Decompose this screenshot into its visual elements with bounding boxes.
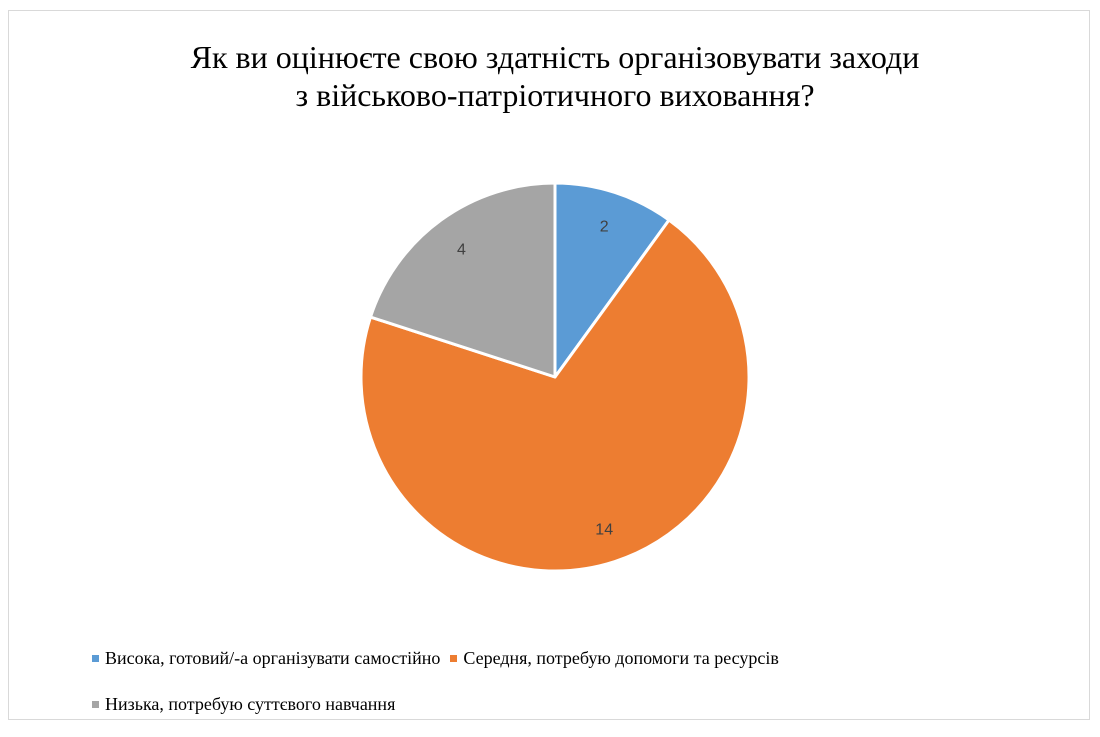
legend-row: Висока, готовий/-а організувати самостій… <box>92 645 1052 671</box>
legend-item-high: Висока, готовий/-а організувати самостій… <box>92 648 440 669</box>
legend-swatch-low <box>92 700 99 708</box>
chart-title: Як ви оцінюєте свою здатність організову… <box>0 38 1100 115</box>
legend-item-medium: Середня, потребую допомоги та ресурсів <box>450 648 779 669</box>
legend-row: Низька, потребую суттєвого навчання <box>92 691 1052 717</box>
data-label-low: 4 <box>457 241 466 258</box>
data-label-high: 2 <box>600 219 609 236</box>
legend-label-medium: Середня, потребую допомоги та ресурсів <box>463 647 779 668</box>
pie-slice-high <box>553 181 671 379</box>
legend-swatch-high <box>92 654 99 662</box>
chart-title-line-2: з військово-патріотичного виховання? <box>295 77 815 114</box>
legend-label-low: Низька, потребую суттєвого навчання <box>105 693 396 714</box>
pie-slice-medium <box>359 218 751 573</box>
legend-item-low: Низька, потребую суттєвого навчання <box>92 694 395 715</box>
data-label-medium: 14 <box>595 521 613 538</box>
legend-label-high: Висока, готовий/-а організувати самостій… <box>105 647 441 668</box>
legend-swatch-medium <box>450 654 458 662</box>
chart-legend: Висока, готовий/-а організувати самостій… <box>92 645 1052 737</box>
pie-slice-low <box>369 181 557 379</box>
chart-title-line-1: Як ви оцінюєте свою здатність організову… <box>190 39 920 75</box>
